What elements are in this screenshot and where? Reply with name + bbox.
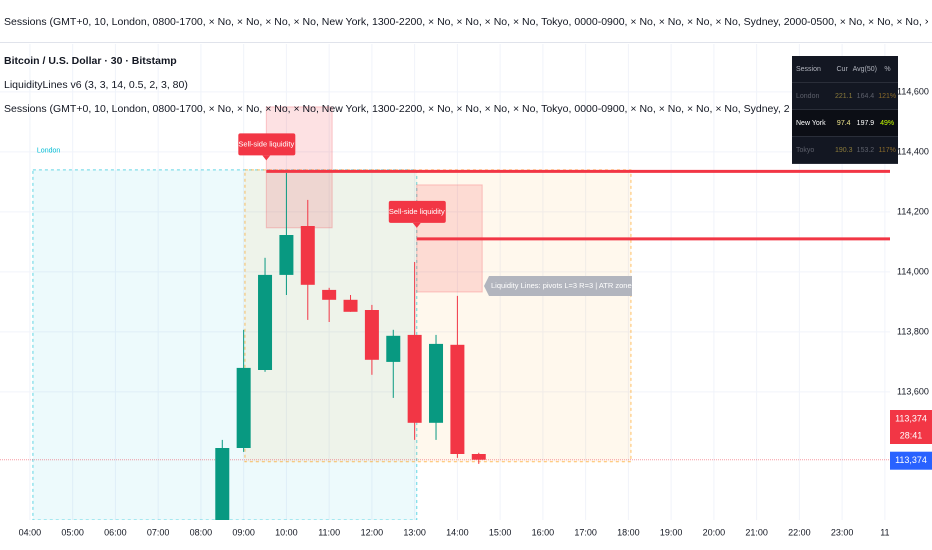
table-row: New York 97.4 197.9 49% <box>792 110 898 137</box>
candle-body <box>364 310 379 360</box>
tag-label: Sell-side liquidity <box>238 139 294 148</box>
table-row: London 221.1 164.4 121% <box>792 83 898 110</box>
x-tick-label: 04:00 <box>19 527 42 537</box>
tag-pointer <box>262 155 271 161</box>
y-tick-label: 114,400 <box>897 146 929 156</box>
tag-box <box>388 200 446 223</box>
candle-body <box>407 334 422 423</box>
candle-body <box>343 299 358 312</box>
candle-body <box>300 226 315 285</box>
sessions-indicator: Sessions (GMT+0, 10, London, 0800-1700, … <box>4 103 790 115</box>
x-tick-label: 09:00 <box>232 527 255 537</box>
y-tick-label: 114,200 <box>897 206 929 216</box>
x-tick-label: 05:00 <box>61 527 84 537</box>
table-header: Session Cur Avg(50)% <box>792 56 898 83</box>
col: Cur <box>836 65 848 73</box>
x-tick-label: 23:00 <box>831 527 854 537</box>
price-tag <box>890 410 932 444</box>
y-tick-label: 114,600 <box>897 86 929 96</box>
col: % <box>884 65 891 73</box>
x-tick-label: 12:00 <box>361 527 384 537</box>
liquidity-zone <box>265 106 333 229</box>
symbol: Bitcoin / U.S. Dollar · 30 · Bitstamp <box>4 55 177 67</box>
cell: 153.2 <box>856 146 875 154</box>
price-tag-label: 113,374 <box>895 413 927 423</box>
col: Avg(50) <box>852 65 878 73</box>
cell: 49% <box>880 119 895 127</box>
candle-body <box>386 335 401 362</box>
x-tick-label: 19:00 <box>660 527 683 537</box>
candle-body <box>429 343 444 423</box>
cell: 221.1 <box>834 92 853 100</box>
cell: 117% <box>878 146 896 154</box>
y-tick-label: 114,000 <box>897 266 929 276</box>
x-tick-label: 21:00 <box>745 527 768 537</box>
cell: London <box>796 92 820 100</box>
annotation: Liquidity Lines: pivots L=3 R=3 | ATR zo… <box>491 281 647 290</box>
x-tick-label: 22:00 <box>788 527 811 537</box>
cell: Tokyo <box>796 146 815 154</box>
x-tick-label: 07:00 <box>147 527 170 537</box>
cell: 121% <box>878 92 897 100</box>
cell: 197.9 <box>856 119 875 127</box>
separator <box>0 42 932 43</box>
candle-body <box>279 235 294 275</box>
col: Session <box>796 65 821 73</box>
x-tick-label: 13:00 <box>403 527 426 537</box>
cell: 164.4 <box>856 92 875 100</box>
y-tick-label: 113,600 <box>897 386 929 396</box>
session-table: Session Cur Avg(50)% London 221.1 164.4 121% … <box>792 56 898 164</box>
candle-body <box>450 344 465 454</box>
candle-body <box>258 274 273 370</box>
candle-body <box>471 454 486 460</box>
annotation-box <box>484 276 632 296</box>
x-tick-label: 11 <box>880 527 889 537</box>
tag-box <box>238 133 296 156</box>
x-tick-label: 06:00 <box>104 527 127 537</box>
session-label: London <box>37 148 60 155</box>
cell: 97.4 <box>836 119 851 127</box>
x-tick-label: 10:00 <box>275 527 298 537</box>
settings-line: Sessions (GMT+0, 10, London, 0800-1700, … <box>4 16 928 28</box>
x-tick-label: 16:00 <box>532 527 555 537</box>
x-tick-label: 18:00 <box>617 527 640 537</box>
x-tick-label: 11:00 <box>318 527 340 537</box>
table-row: Tokyo 190.3 153.2 117% <box>792 137 898 164</box>
indicator: LiquidityLines v6 (3, 3, 14, 0.5, 2, 3, … <box>4 79 188 91</box>
x-tick-label: 15:00 <box>489 527 512 537</box>
candle-body <box>236 367 251 448</box>
tag-pointer <box>412 222 421 228</box>
price-tag <box>890 451 932 470</box>
price-tag-label: 113,374 <box>895 455 927 465</box>
x-tick-label: 08:00 <box>190 527 213 537</box>
x-tick-label: 17:00 <box>574 527 597 537</box>
candle-body <box>215 448 230 520</box>
x-tick-label: 20:00 <box>703 527 726 537</box>
cell: New York <box>796 119 826 127</box>
tag-label: Sell-side liquidity <box>389 207 445 216</box>
x-tick-label: 14:00 <box>446 527 469 537</box>
countdown: 28:41 <box>900 430 923 440</box>
cell: 190.3 <box>834 146 853 154</box>
y-tick-label: 113,800 <box>897 326 929 336</box>
candle-body <box>322 289 337 300</box>
